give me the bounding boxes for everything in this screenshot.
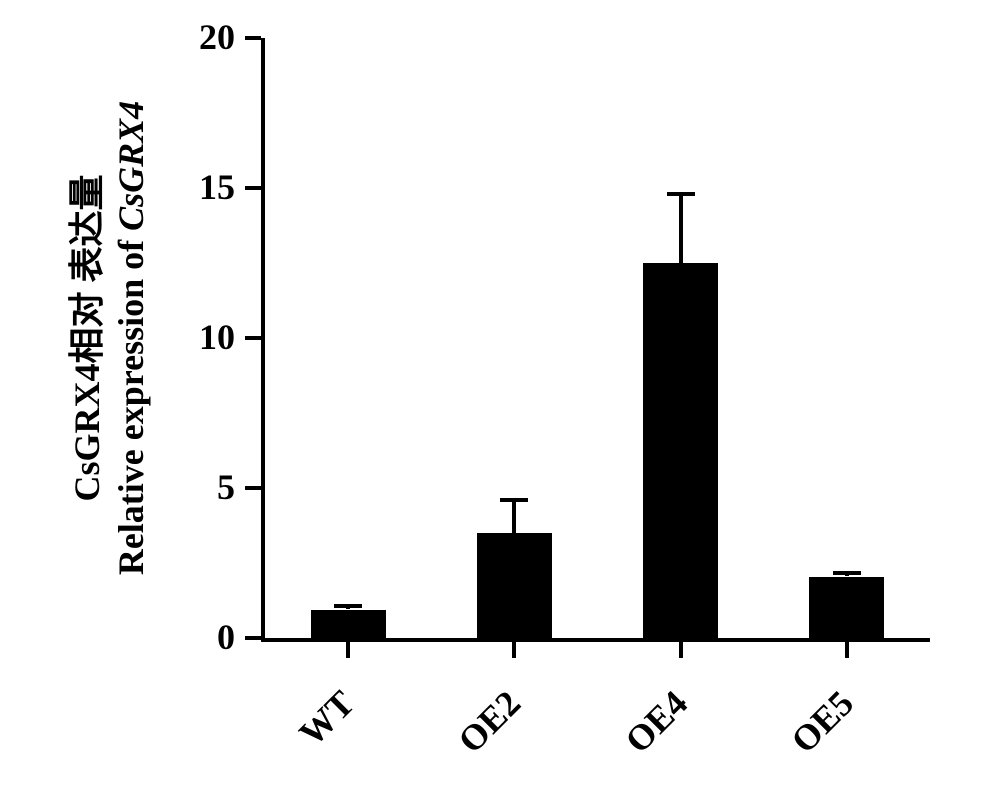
y-tick-label: 5 [155, 466, 235, 508]
x-tick [845, 642, 849, 658]
y-tick [245, 36, 261, 40]
x-tick-label: OE4 [616, 682, 695, 761]
bar-chart-figure: 05101520WTOE2OE4OE5 CsGRX4相对 表达量 Relativ… [0, 0, 1000, 808]
y-axis-label: CsGRX4相对 表达量 Relative expression of CsGR… [58, 38, 142, 638]
y-tick-label: 15 [155, 166, 235, 208]
x-tick-label: OE5 [783, 682, 862, 761]
error-bar-cap [833, 571, 861, 575]
y-tick [245, 486, 261, 490]
bar [809, 577, 884, 639]
y-axis-label-en: Relative expression of CsGRX4 [110, 38, 152, 638]
plot-area: 05101520WTOE2OE4OE5 [265, 38, 930, 638]
bar [477, 533, 552, 638]
error-bar-stem [679, 194, 683, 263]
x-tick-label: WT [291, 682, 363, 754]
error-bar-cap [667, 192, 695, 196]
y-axis [261, 38, 265, 642]
y-axis-label-cn: CsGRX4相对 表达量 [58, 38, 110, 638]
x-axis [261, 638, 930, 642]
error-bar-cap [500, 498, 528, 502]
x-tick [346, 642, 350, 658]
x-tick-label: OE2 [450, 682, 529, 761]
y-tick [245, 636, 261, 640]
bar [311, 610, 386, 639]
error-bar-cap [334, 604, 362, 608]
y-tick-label: 10 [155, 316, 235, 358]
y-tick [245, 186, 261, 190]
y-tick [245, 336, 261, 340]
x-tick [512, 642, 516, 658]
y-tick-label: 20 [155, 16, 235, 58]
error-bar-stem [512, 500, 516, 533]
x-tick [679, 642, 683, 658]
y-tick-label: 0 [155, 616, 235, 658]
bar [643, 263, 718, 638]
